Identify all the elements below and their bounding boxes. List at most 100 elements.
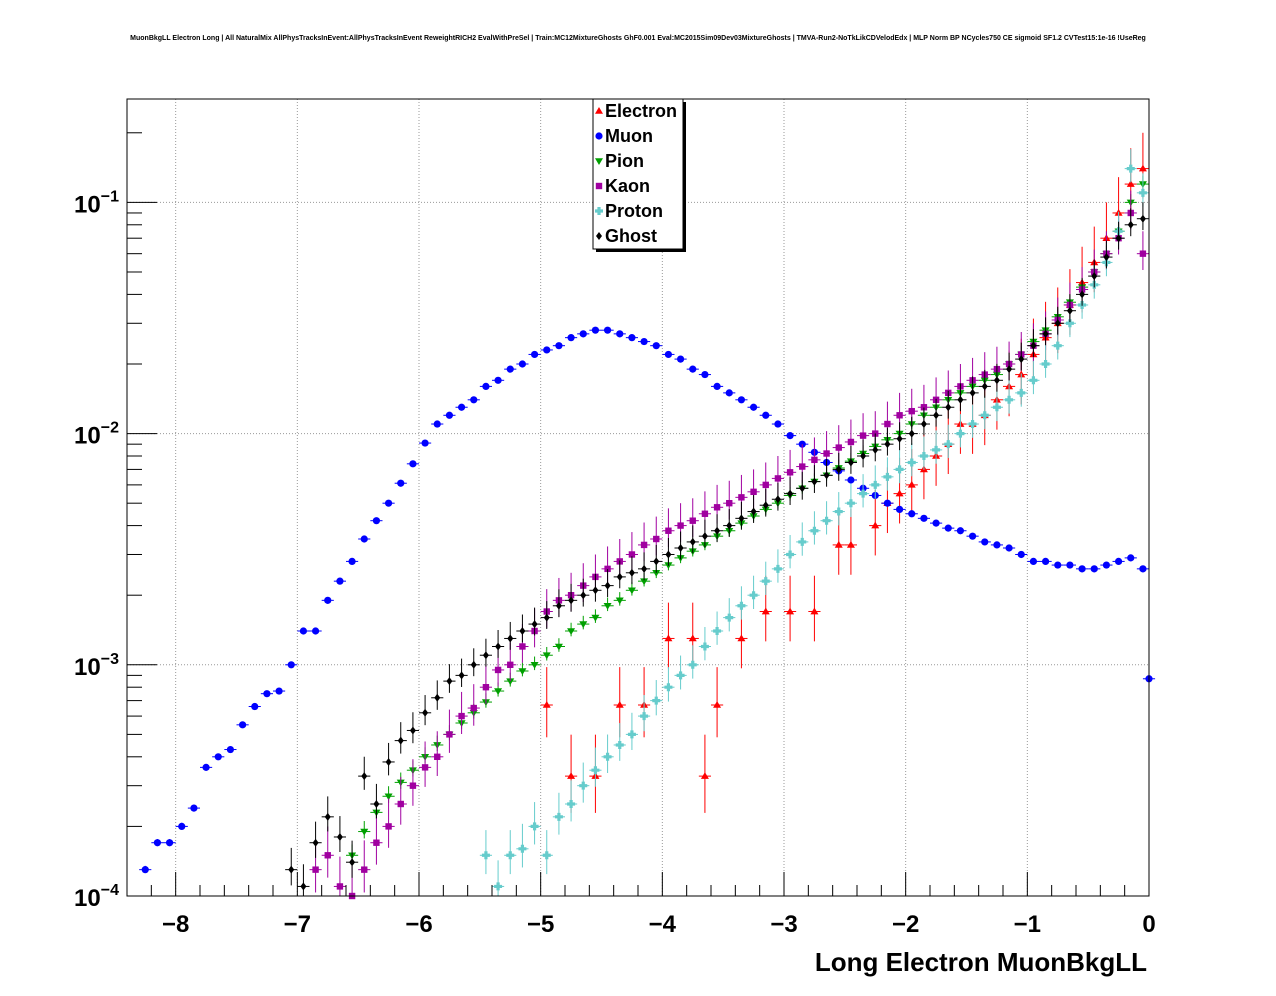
data-point [993,376,1000,385]
data-point [507,661,514,668]
data-point [652,342,660,350]
data-point [1029,557,1038,566]
data-point [482,382,490,390]
data-point [884,440,891,449]
data-point [737,634,746,642]
data-point [1139,250,1147,257]
data-point [555,342,563,350]
data-point [397,736,404,745]
data-point [604,565,611,573]
data-point [1029,376,1038,385]
data-point [847,438,855,446]
data-point [1126,164,1135,173]
data-point [799,463,806,470]
data-point [567,334,575,342]
data-point [834,540,843,548]
data-point [1006,365,1013,374]
data-point [494,666,502,674]
data-point [312,838,319,847]
data-point [567,772,576,779]
x-tick-label: −5 [527,911,554,938]
legend-marker-ghost [596,232,602,240]
data-point [822,516,831,525]
data-point [737,396,746,404]
data-point [640,337,648,346]
y-tick-label: 10−2 [74,420,119,450]
data-point [1066,306,1073,315]
data-point [1126,180,1135,187]
data-point [1065,319,1074,328]
legend-marker-proton [595,207,604,215]
data-point [530,822,539,831]
data-point [470,704,477,712]
data-point [579,781,588,790]
data-point [920,404,928,411]
data-point [652,696,661,705]
data-point [409,726,416,735]
data-point [945,403,952,412]
data-point [701,532,708,541]
data-point [1017,550,1025,559]
x-axis-title: Long Electron MuonBkgLL [815,947,1147,977]
data-point [287,661,295,669]
data-point [640,578,649,586]
data-point [908,429,915,438]
data-point [311,627,320,635]
data-point [603,326,612,334]
data-point [969,388,976,397]
legend-label-proton: Proton [605,201,663,221]
data-point [823,450,830,457]
data-point [932,445,941,454]
data-point [530,661,539,669]
data-point [665,550,672,559]
data-point [555,601,562,610]
data-point [628,334,636,342]
data-point [810,526,819,535]
data-point [968,420,977,429]
data-point [312,866,319,873]
data-point [762,481,769,489]
data-point [1041,359,1050,368]
data-point [701,510,709,517]
data-point [591,326,600,334]
data-point [518,360,527,368]
data-point [1114,557,1123,566]
data-point [774,475,782,482]
data-point [726,521,733,530]
tick-labels: −8 −7 −6 −5 −4 −3 −2 −1 0 10−4 10−3 10−2 10−1 [74,188,1156,938]
data-point [481,851,490,860]
data-point [628,551,636,558]
data-point [956,527,965,535]
data-point [895,505,904,514]
data-point [519,627,526,636]
data-point [324,852,331,859]
data-point [677,522,684,529]
data-point [834,507,843,516]
data-point [811,456,818,464]
data-point [627,730,636,739]
data-point [653,535,660,543]
data-point [434,693,441,702]
data-point [336,577,344,585]
data-point [846,499,855,508]
data-point [214,753,222,761]
data-point [1078,565,1086,573]
data-point [458,671,465,680]
data-point [543,613,550,622]
data-point [676,671,685,680]
data-point [226,745,235,754]
data-point [616,330,624,338]
data-point [700,642,709,651]
y-tick-label: 10−3 [74,651,119,681]
legend-label-pion: Pion [605,151,644,171]
data-point [786,469,794,476]
data-point [859,489,868,498]
legend-box [592,98,684,250]
data-point [360,828,369,836]
data-point [847,476,855,484]
chart-title: MuonBkgLL Electron Long | All NaturalMix… [130,35,1146,42]
data-point [263,690,271,698]
data-point [799,484,806,493]
data-point [361,772,368,781]
data-point [1127,220,1134,229]
